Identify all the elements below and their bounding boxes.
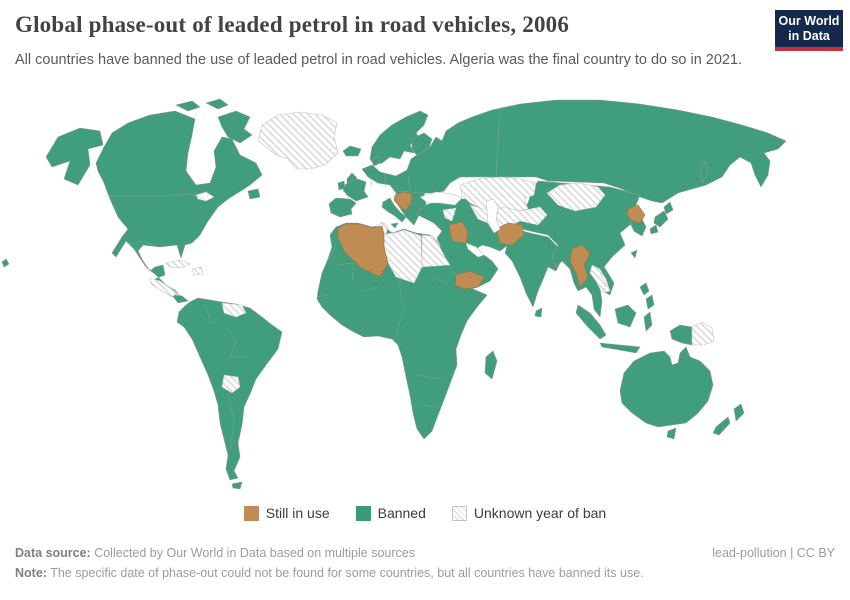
world-map[interactable] — [0, 95, 850, 497]
region-kazakhstan[interactable] — [459, 176, 537, 218]
region-baffin-island[interactable] — [217, 110, 253, 144]
region-iraq[interactable] — [448, 221, 469, 244]
legend-swatch-banned — [355, 505, 371, 521]
region-taiwan[interactable] — [630, 249, 638, 259]
region-borneo[interactable] — [614, 304, 637, 328]
region-sri-lanka[interactable] — [534, 307, 543, 318]
chart-footer: Data source: Collected by Our World in D… — [15, 546, 835, 580]
region-iberia[interactable] — [328, 197, 357, 218]
region-myanmar[interactable] — [569, 244, 591, 288]
region-java[interactable] — [599, 342, 641, 354]
region-egypt[interactable] — [421, 234, 451, 268]
rights-text[interactable]: lead-pollution | CC BY — [712, 546, 835, 560]
legend-swatch-unknown — [451, 505, 467, 521]
region-arctic-island[interactable] — [175, 100, 201, 112]
region-japan-kyushu[interactable] — [649, 224, 659, 235]
region-sumatra[interactable] — [575, 304, 607, 340]
choropleth-svg — [1, 98, 787, 490]
region-denmark[interactable] — [371, 155, 381, 167]
region-panama[interactable] — [171, 294, 189, 304]
country-borders — [105, 106, 607, 452]
region-africa[interactable] — [316, 222, 488, 440]
region-italy[interactable] — [381, 197, 407, 223]
black-sea — [419, 191, 463, 206]
region-balkans[interactable] — [393, 191, 413, 212]
legend-item-banned[interactable]: Banned — [355, 505, 426, 521]
region-greenland[interactable] — [257, 111, 339, 170]
caspian-sea — [485, 198, 501, 234]
region-new-guinea-west[interactable] — [669, 324, 693, 346]
region-algeria[interactable] — [337, 223, 389, 278]
legend-label: Unknown year of ban — [473, 505, 607, 521]
region-iceland[interactable] — [342, 145, 362, 157]
region-mongolia[interactable] — [546, 182, 606, 212]
region-philippines[interactable] — [645, 294, 655, 310]
region-sicily[interactable] — [390, 222, 399, 229]
region-afghanistan[interactable] — [495, 222, 525, 246]
region-new-zealand[interactable] — [712, 416, 731, 436]
region-japan-honshu[interactable] — [653, 210, 669, 228]
region-tierra-del-fuego[interactable] — [231, 481, 243, 490]
logo-line1: Our World — [778, 14, 840, 28]
note-label: Note: — [15, 566, 47, 580]
chart-subtitle: All countries have banned the use of lea… — [15, 52, 743, 68]
region-madagascar[interactable] — [484, 350, 498, 380]
great-lakes — [195, 191, 215, 202]
region-hispaniola[interactable] — [191, 266, 204, 276]
data-source-label: Data source: — [15, 546, 91, 560]
owid-logo[interactable]: Our World in Data — [775, 10, 843, 51]
data-source-text: Collected by Our World in Data based on … — [90, 546, 415, 560]
region-cuba[interactable] — [165, 259, 191, 269]
region-japan-hokkaido[interactable] — [663, 201, 674, 215]
legend-item-still-in-use[interactable]: Still in use — [243, 505, 330, 521]
region-new-zealand[interactable] — [733, 403, 745, 422]
legend-swatch-still-in-use — [243, 505, 259, 521]
region-tasmania[interactable] — [666, 427, 677, 440]
region-australia[interactable] — [619, 346, 714, 428]
chart-title: Global phase-out of leaded petrol in roa… — [15, 12, 570, 37]
region-papua-new-guinea[interactable] — [691, 321, 715, 346]
region-sulawesi[interactable] — [643, 311, 653, 332]
legend-item-unknown[interactable]: Unknown year of ban — [451, 505, 607, 521]
region-central-america[interactable] — [149, 277, 178, 298]
region-europe-russia[interactable] — [361, 99, 787, 204]
legend-label: Still in use — [265, 505, 330, 521]
region-paraguay[interactable] — [221, 374, 241, 394]
legend-label: Banned — [377, 505, 426, 521]
region-north-america[interactable] — [95, 110, 263, 302]
region-syria[interactable] — [442, 207, 457, 222]
region-guyana-suriname[interactable] — [221, 302, 247, 318]
region-india[interactable] — [504, 228, 561, 308]
logo-line2: in Data — [788, 29, 830, 43]
region-yemen[interactable] — [454, 270, 485, 290]
note-text: The specific date of phase-out could not… — [46, 566, 644, 580]
map-legend: Still in use Banned Unknown year of ban — [0, 505, 850, 521]
region-alaska[interactable] — [45, 127, 104, 186]
region-france[interactable] — [342, 178, 369, 202]
region-arctic-island[interactable] — [205, 98, 229, 110]
region-newfoundland[interactable] — [247, 188, 261, 200]
persian-gulf — [465, 242, 485, 258]
region-north-korea[interactable] — [626, 204, 646, 224]
region-philippines[interactable] — [639, 282, 650, 296]
region-hawaii[interactable] — [1, 258, 10, 268]
region-sakhalin[interactable] — [699, 160, 709, 184]
